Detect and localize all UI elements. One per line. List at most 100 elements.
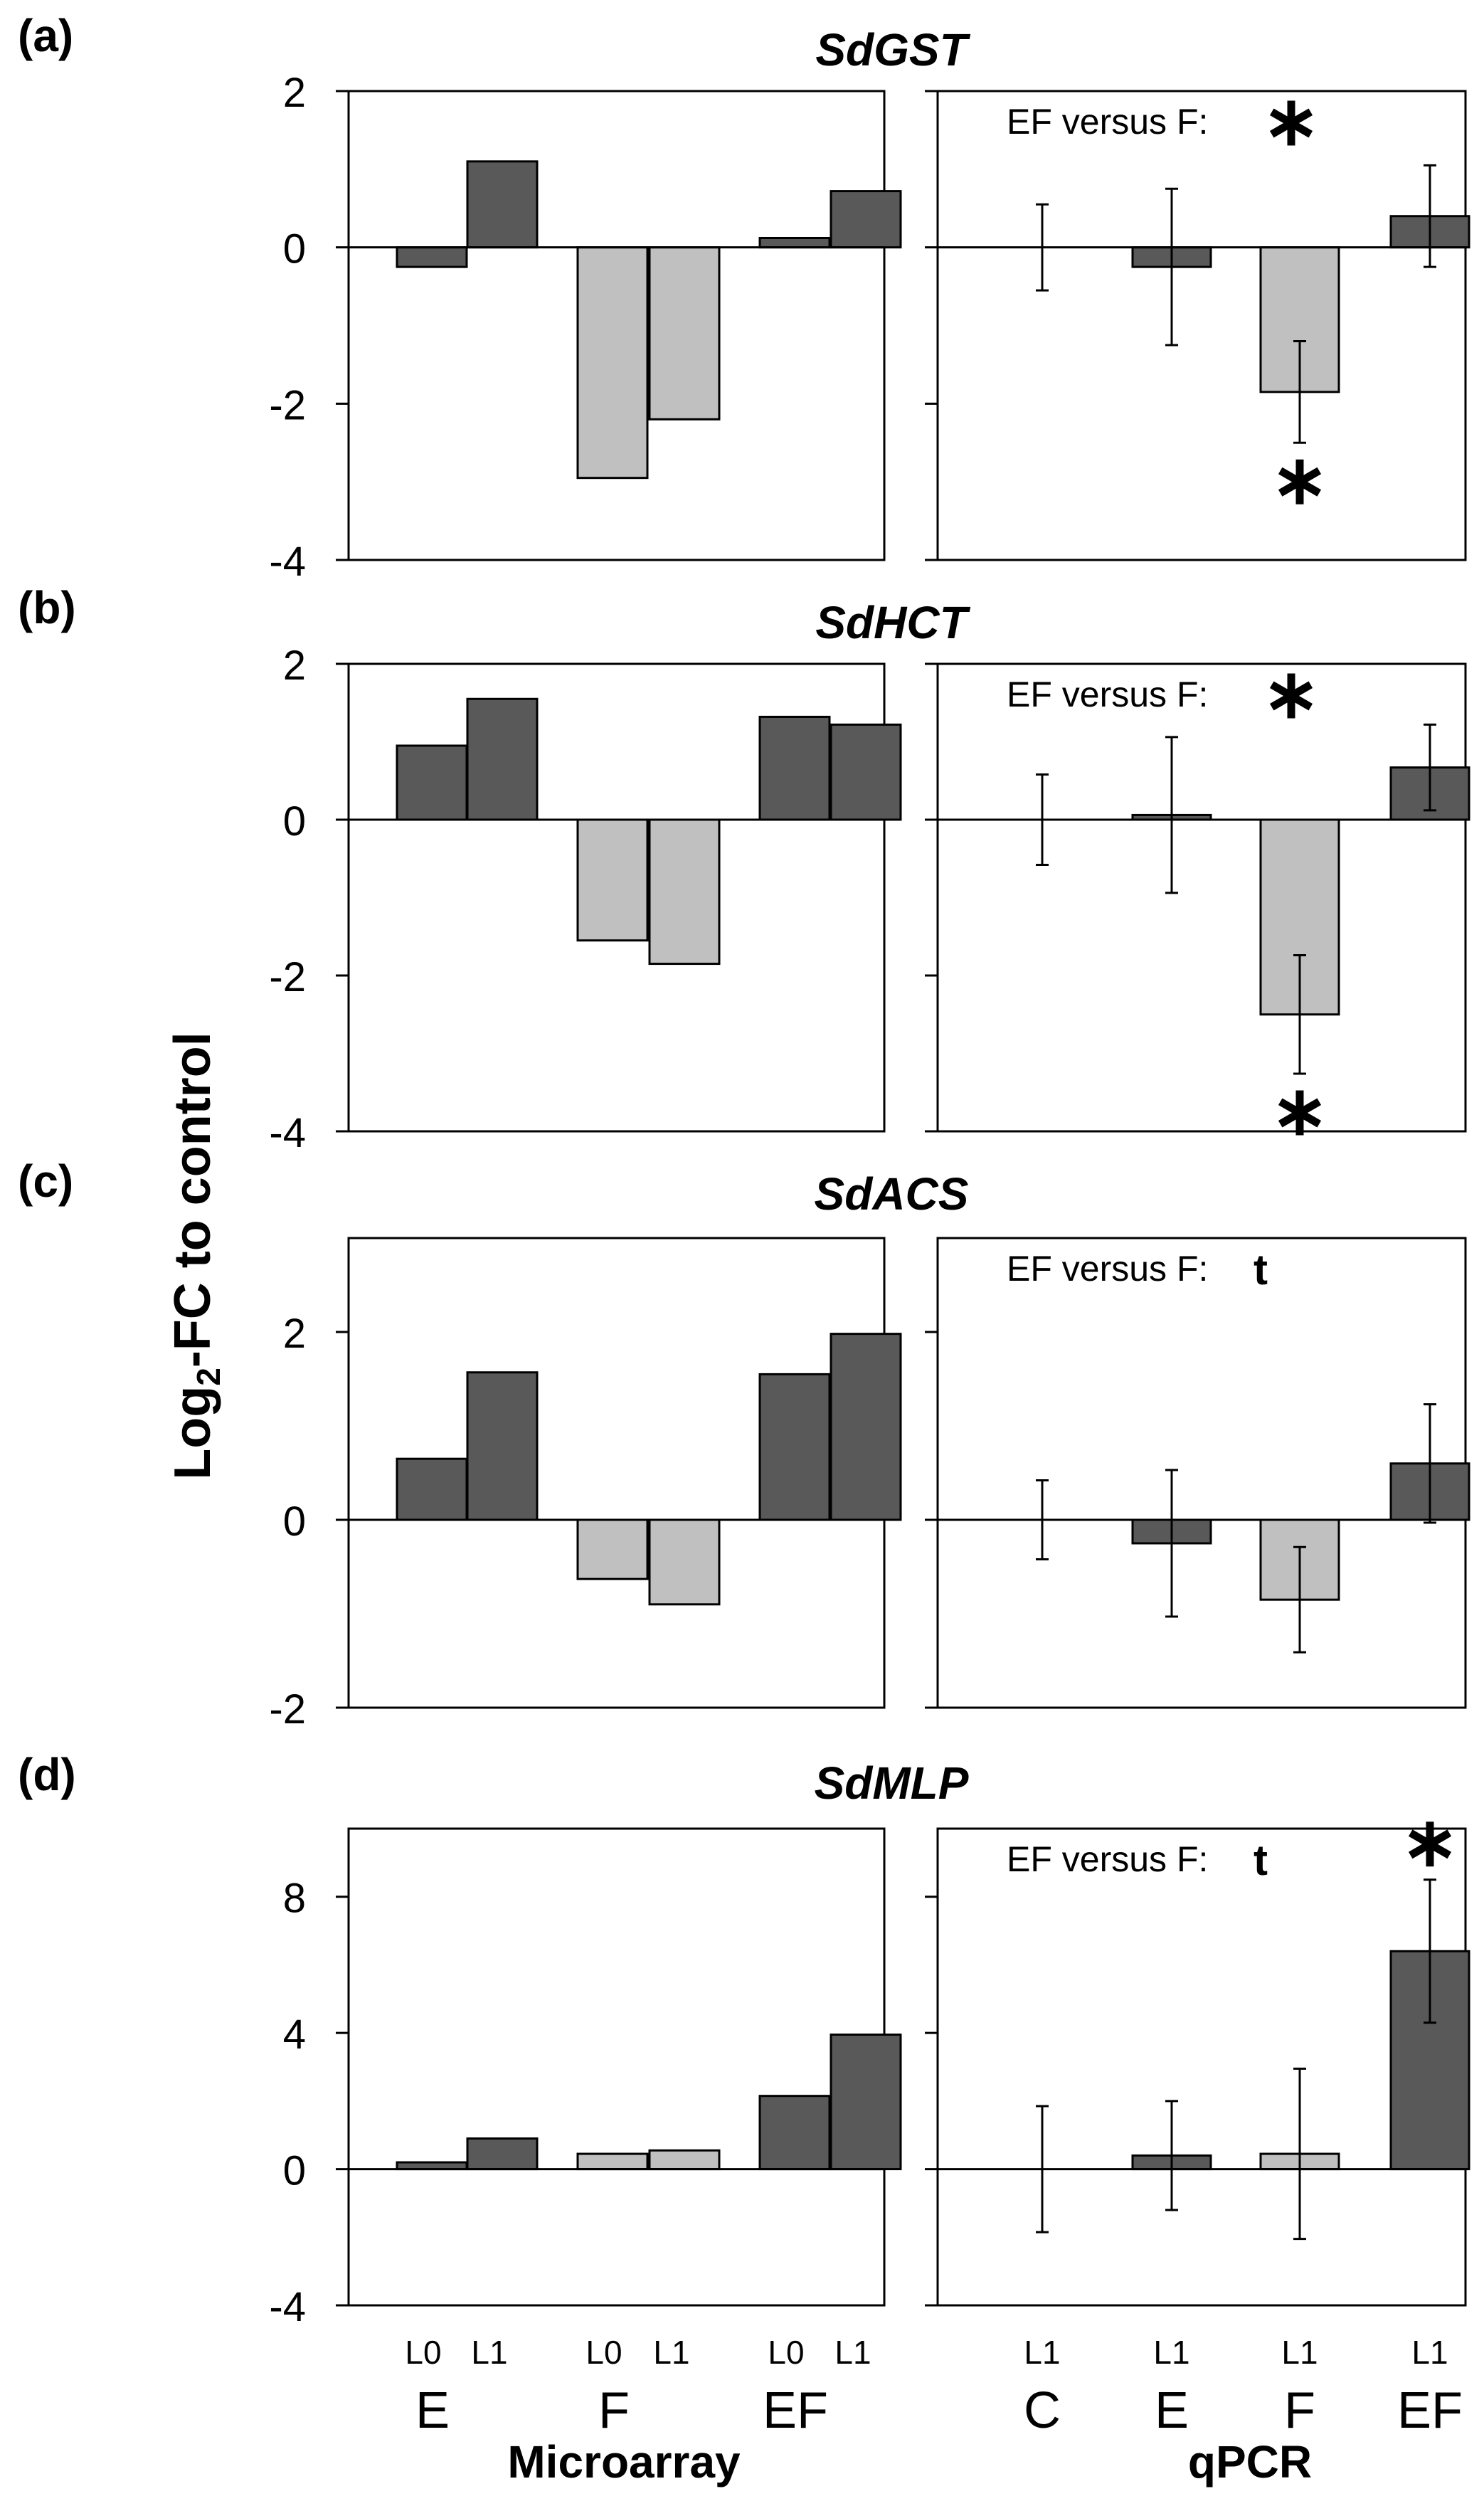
y-tick-label: -4	[269, 2284, 306, 2330]
qpcr-line-label: L1	[1411, 2334, 1448, 2371]
microarray-line-label: L0	[405, 2334, 441, 2371]
y-tick-label: 0	[283, 226, 306, 273]
panel-title: SdMLP	[815, 1757, 969, 1809]
qpcr-error-bar	[1293, 339, 1306, 444]
y-tick-label: 2	[283, 70, 306, 116]
y-axis-label-text: Log2-FC to control	[164, 1032, 227, 1479]
qpcr-treatment-label: E	[1155, 2382, 1189, 2439]
microarray-bar	[648, 246, 721, 421]
comparison-text: EF versus F:	[1007, 1839, 1208, 1879]
significance-star	[1278, 459, 1322, 504]
qpcr-line-label: L1	[1153, 2334, 1189, 2371]
qpcr-frame	[936, 1237, 1467, 1709]
microarray-bar	[576, 1518, 649, 1580]
panel-sdhct: (b) SdHCT -4 -2 0 2 EF versus F:	[18, 582, 1470, 1156]
microarray-bar	[830, 2034, 902, 2171]
significance-star	[1278, 1090, 1322, 1136]
microarray-line-label: L0	[768, 2334, 804, 2371]
y-tick-label: 8	[283, 1876, 306, 1922]
microarray-bar	[576, 2152, 649, 2171]
qpcr-error-bar	[1293, 2067, 1306, 2241]
qpcr-line-label: L1	[1024, 2334, 1060, 2371]
panel-sdmlp: (d) SdMLP -4 0 4 8 EF versus F: t	[18, 1749, 1470, 2330]
panel-sdacs: (c) SdACS -2 0 2 EF versus F: t	[18, 1156, 1470, 1733]
qpcr-error-bar	[1165, 187, 1178, 347]
microarray-bar	[396, 744, 468, 821]
qpcr-error-bar	[1424, 164, 1436, 268]
microarray-bar	[576, 246, 649, 480]
qpcr-error-bar	[1293, 1545, 1306, 1654]
microarray-frame	[347, 662, 886, 1133]
comparison-text: EF versus F:	[1007, 102, 1208, 142]
microarray-bar	[396, 246, 468, 268]
microarray-bar	[758, 715, 831, 821]
y-tick-label: 0	[283, 1498, 306, 1545]
panel-sdgst: (a) SdGST -4 -2 0 2 EF versus F:	[18, 10, 1470, 585]
comparison-text: EF versus F:	[1007, 1249, 1208, 1289]
microarray-bar	[466, 160, 539, 249]
microarray-line-label: L1	[653, 2334, 689, 2371]
panel-title: SdACS	[815, 1168, 969, 1220]
y-tick-label: -2	[269, 1686, 306, 1733]
microarray-bar	[830, 1333, 902, 1521]
qpcr-treatment-label: F	[1284, 2382, 1315, 2439]
microarray-line-label: L0	[585, 2334, 622, 2371]
comparison-star	[1269, 100, 1313, 146]
qpcr-error-bar	[1424, 1403, 1436, 1524]
qpcr-error-bar	[1424, 1878, 1436, 2024]
y-tick-label: -4	[269, 539, 306, 585]
qpcr-frame	[936, 90, 1467, 561]
panel-label: (c)	[18, 1156, 73, 1207]
y-tick-label: 2	[283, 1311, 306, 1357]
panel-title: SdHCT	[815, 597, 970, 648]
microarray-axis-title: Microarray	[507, 2436, 741, 2488]
microarray-bar	[648, 818, 721, 966]
qpcr-error-bar	[1165, 1469, 1178, 1618]
panel-title: SdGST	[815, 24, 970, 75]
microarray-frame	[347, 90, 886, 561]
microarray-frame	[347, 1827, 886, 2307]
qpcr-error-bar	[1424, 723, 1436, 812]
y-tick-label: 2	[283, 643, 306, 689]
y-tick-label: 0	[283, 798, 306, 845]
qpcr-line-label: L1	[1281, 2334, 1318, 2371]
microarray-bar	[758, 1373, 831, 1521]
microarray-bar	[648, 2149, 721, 2171]
qpcr-error-bar	[1293, 954, 1306, 1075]
microarray-line-label: L1	[471, 2334, 507, 2371]
qpcr-axis-title: qPCR	[1188, 2436, 1312, 2488]
comparison-text: EF versus F:	[1007, 675, 1208, 714]
comparison-mark: t	[1254, 1246, 1268, 1294]
y-axis-label: Log2-FC to control	[164, 1032, 227, 1479]
microarray-treatment-label: F	[598, 2382, 630, 2439]
qpcr-treatment-label: EF	[1397, 2382, 1463, 2439]
microarray-line-label: L1	[834, 2334, 871, 2371]
panel-label: (b)	[18, 582, 76, 633]
y-tick-label: 4	[283, 2011, 306, 2058]
y-tick-label: -2	[269, 954, 306, 1000]
comparison-star	[1269, 673, 1313, 719]
panel-label: (d)	[18, 1749, 76, 1800]
microarray-bar	[466, 1371, 539, 1521]
comparison-mark: t	[1254, 1836, 1268, 1884]
significance-star	[1408, 1822, 1452, 1867]
microarray-bar	[396, 1457, 468, 1521]
microarray-bar	[830, 190, 902, 249]
microarray-bar	[576, 818, 649, 942]
y-tick-label: 0	[283, 2148, 306, 2194]
microarray-treatment-label: E	[415, 2382, 450, 2439]
qpcr-error-bar	[1165, 736, 1178, 894]
microarray-bar	[758, 2095, 831, 2171]
qpcr-treatment-label: C	[1024, 2382, 1061, 2439]
microarray-bar	[830, 723, 902, 821]
microarray-treatment-label: EF	[763, 2382, 828, 2439]
microarray-bar	[758, 236, 831, 249]
microarray-bar	[648, 1518, 721, 1606]
microarray-bar	[466, 697, 539, 821]
y-tick-label: -4	[269, 1110, 306, 1156]
qpcr-frame	[936, 1827, 1467, 2307]
microarray-bar	[466, 2137, 539, 2171]
panel-label: (a)	[18, 10, 73, 61]
y-tick-label: -2	[269, 382, 306, 428]
